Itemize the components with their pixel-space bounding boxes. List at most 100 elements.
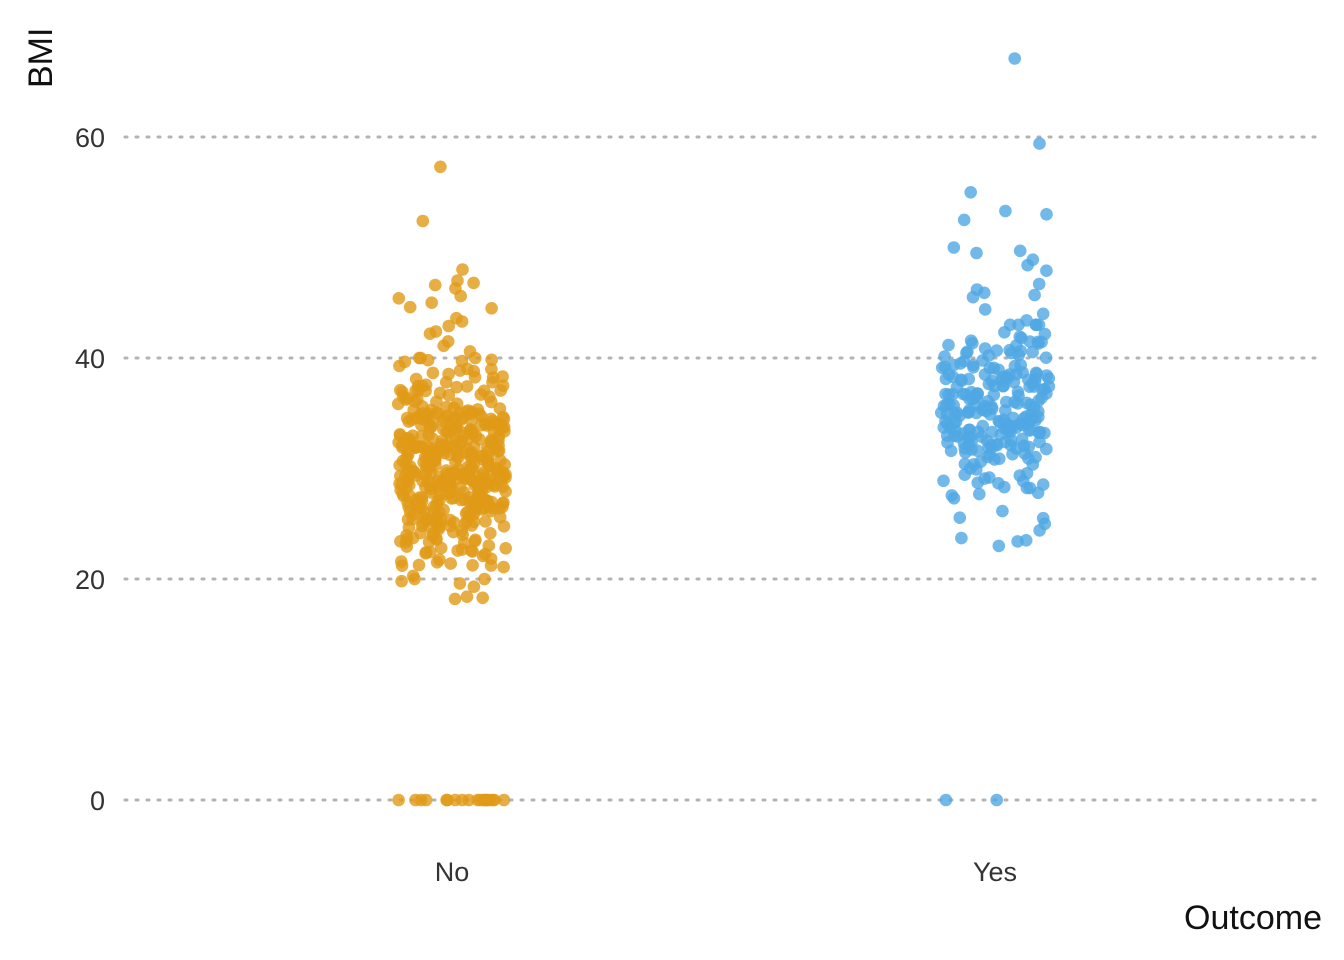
data-point-no xyxy=(439,376,453,389)
data-point-yes xyxy=(1006,420,1019,433)
data-point-yes xyxy=(978,286,991,300)
data-point-no xyxy=(494,384,508,397)
data-point-no xyxy=(452,407,466,420)
x-axis-title: Outcome xyxy=(1184,899,1322,937)
data-point-no xyxy=(496,370,509,383)
data-point-no xyxy=(453,468,467,481)
data-point-no xyxy=(402,415,416,428)
data-point-yes xyxy=(971,444,984,458)
data-point-no xyxy=(440,487,453,501)
data-point-no xyxy=(457,536,471,550)
data-point-no xyxy=(442,319,456,333)
data-point-no xyxy=(440,793,453,807)
data-point-no xyxy=(464,423,477,436)
data-point-no xyxy=(493,510,507,524)
data-point-yes xyxy=(1016,474,1030,488)
data-point-yes xyxy=(955,374,968,387)
data-point-no xyxy=(468,371,482,384)
data-point-no xyxy=(430,513,443,527)
data-point-yes xyxy=(967,361,980,374)
data-point-no xyxy=(437,339,451,353)
data-point-yes xyxy=(1040,264,1053,278)
data-points xyxy=(391,52,1056,807)
data-point-no xyxy=(476,591,490,605)
data-point-no xyxy=(400,540,414,553)
data-point-no xyxy=(392,292,406,305)
data-point-yes xyxy=(937,474,950,488)
data-point-yes xyxy=(999,204,1012,218)
data-point-yes xyxy=(1018,447,1032,460)
data-point-yes xyxy=(1008,52,1021,65)
data-point-yes xyxy=(978,303,992,316)
data-point-no xyxy=(497,560,510,574)
data-point-no xyxy=(419,378,433,392)
data-point-no xyxy=(471,478,485,491)
data-point-yes xyxy=(992,414,1006,428)
data-point-no xyxy=(425,420,438,434)
data-point-yes xyxy=(1013,244,1027,258)
data-point-yes xyxy=(958,468,971,482)
data-point-no xyxy=(447,516,461,529)
data-point-no xyxy=(454,289,468,303)
data-point-no xyxy=(417,456,430,469)
data-point-yes xyxy=(1036,307,1050,321)
data-point-yes xyxy=(993,452,1006,466)
data-point-yes xyxy=(990,344,1003,357)
data-point-no xyxy=(497,793,511,807)
data-point-yes xyxy=(953,511,967,524)
data-point-no xyxy=(460,380,474,393)
data-point-yes xyxy=(985,374,999,388)
data-point-yes xyxy=(1033,137,1046,150)
data-point-yes xyxy=(1039,351,1053,365)
data-point-no xyxy=(410,440,424,453)
data-point-no xyxy=(484,527,497,540)
data-point-no xyxy=(485,302,498,315)
data-point-yes xyxy=(939,372,953,386)
data-point-no xyxy=(455,315,469,328)
data-point-no xyxy=(494,417,507,431)
data-point-no xyxy=(421,474,435,487)
data-point-no xyxy=(414,793,428,807)
x-tick-labels: No Yes xyxy=(435,857,1017,887)
data-point-no xyxy=(465,405,479,419)
data-point-no xyxy=(394,483,408,497)
data-point-yes xyxy=(938,350,951,363)
data-point-yes xyxy=(990,793,1003,807)
data-point-no xyxy=(494,454,507,467)
x-tick-label: Yes xyxy=(973,857,1017,887)
data-point-no xyxy=(415,501,428,514)
data-point-no xyxy=(406,429,420,443)
data-point-no xyxy=(459,507,473,520)
data-point-no xyxy=(479,515,492,528)
data-point-yes xyxy=(1010,367,1023,381)
data-point-no xyxy=(468,351,482,365)
data-point-no xyxy=(403,489,417,503)
gridlines xyxy=(123,135,1324,802)
data-point-no xyxy=(453,364,467,377)
data-point-yes xyxy=(963,423,976,437)
data-point-no xyxy=(476,449,490,463)
data-point-yes xyxy=(1033,435,1046,449)
data-point-no xyxy=(392,793,405,807)
data-point-no xyxy=(462,793,476,807)
data-point-yes xyxy=(963,392,976,406)
data-point-no xyxy=(483,793,497,807)
data-point-no xyxy=(474,793,487,807)
y-tick-label: 40 xyxy=(75,344,105,374)
data-point-yes xyxy=(1020,396,1034,410)
data-point-yes xyxy=(955,531,968,545)
data-point-no xyxy=(464,460,478,473)
data-point-yes xyxy=(1000,395,1013,409)
data-point-no xyxy=(466,545,479,558)
data-point-yes xyxy=(1036,478,1050,491)
data-point-no xyxy=(453,481,467,495)
data-point-yes xyxy=(992,539,1006,553)
data-point-no xyxy=(431,475,445,488)
data-point-no xyxy=(496,500,509,514)
data-point-no xyxy=(395,574,408,588)
data-point-yes xyxy=(957,354,971,368)
data-point-yes xyxy=(998,480,1011,494)
data-point-yes xyxy=(964,186,977,199)
data-point-no xyxy=(476,549,490,563)
data-point-no xyxy=(463,496,477,510)
